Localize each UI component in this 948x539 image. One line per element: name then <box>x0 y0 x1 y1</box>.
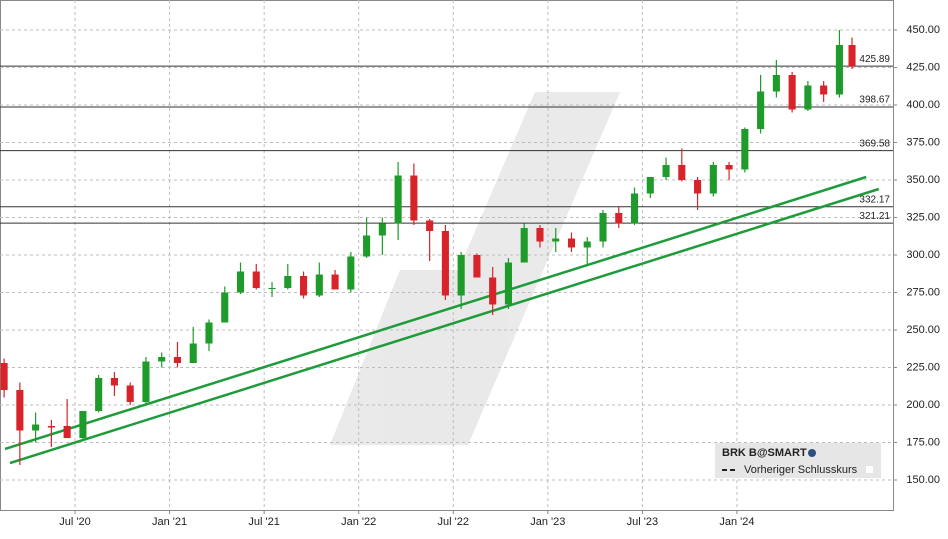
candle-body <box>662 165 670 177</box>
candle-body <box>189 343 197 363</box>
candle-body <box>0 363 8 390</box>
y-tick-label: 175.00 <box>906 436 940 448</box>
candle-body <box>110 378 118 386</box>
candle-body <box>363 235 371 257</box>
candle-body <box>504 262 512 305</box>
candle-body <box>47 426 55 428</box>
y-tick-label: 450.00 <box>906 24 940 36</box>
candle-body <box>646 177 654 194</box>
legend-symbol: BRK B@SMART <box>722 447 807 459</box>
candle-body <box>95 378 103 411</box>
candle-body <box>315 274 323 296</box>
candle-body <box>489 277 497 305</box>
candle-body <box>426 220 434 231</box>
candle-body <box>757 91 765 129</box>
candle-body <box>804 85 812 110</box>
y-tick-label: 200.00 <box>906 399 940 411</box>
candle-body <box>126 385 134 402</box>
candle-body <box>520 228 528 263</box>
candle-body <box>63 426 71 438</box>
y-tick-label: 250.00 <box>906 324 940 336</box>
candle-body <box>788 75 796 110</box>
candle-body <box>16 390 24 431</box>
x-tick-label: Jan '21 <box>152 516 187 528</box>
y-tick-label: 400.00 <box>906 99 940 111</box>
x-tick-label: Jul '20 <box>59 516 90 528</box>
candle-body <box>567 238 576 248</box>
y-tick-label: 375.00 <box>906 136 940 148</box>
trendline <box>9 187 880 465</box>
candle-body <box>347 256 355 290</box>
trendline <box>4 175 867 451</box>
candle-body <box>268 288 276 289</box>
candle-body <box>678 165 686 180</box>
candle-body <box>284 276 292 288</box>
level-label: 425.89 <box>859 54 890 65</box>
candle-body <box>394 175 402 224</box>
x-tick-label: Jul '22 <box>438 516 469 528</box>
candle-body <box>725 165 733 170</box>
y-tick-label: 300.00 <box>906 249 940 261</box>
x-tick-label: Jan '23 <box>530 516 565 528</box>
level-label: 398.67 <box>859 95 890 106</box>
level-label: 321.21 <box>859 211 890 222</box>
y-tick-label: 425.00 <box>906 61 940 73</box>
candle-body <box>331 274 339 290</box>
candle-body <box>205 322 213 344</box>
x-tick-label: Jul '23 <box>627 516 658 528</box>
candle-body <box>473 255 481 278</box>
candle-body <box>630 193 639 224</box>
x-tick-label: Jan '22 <box>341 516 376 528</box>
legend-box <box>715 443 881 478</box>
legend-swatch <box>866 466 873 473</box>
y-tick-label: 150.00 <box>906 474 940 486</box>
candle-body <box>300 276 308 296</box>
candle-body <box>741 129 749 170</box>
candle-body <box>252 271 260 288</box>
candle-body <box>694 180 702 194</box>
candle-body <box>820 85 828 95</box>
legend-previous-close: Vorheriger Schlusskurs <box>744 464 858 476</box>
level-label: 332.17 <box>859 194 890 205</box>
candle-body <box>772 75 780 92</box>
legend-icon <box>808 449 816 457</box>
candle-body <box>142 361 150 402</box>
candle-body <box>552 238 560 242</box>
candle-body <box>536 228 544 242</box>
candle-body <box>848 45 856 67</box>
y-tick-label: 325.00 <box>906 211 940 223</box>
x-tick-label: Jan '24 <box>719 516 754 528</box>
y-tick-label: 350.00 <box>906 174 940 186</box>
candle-body <box>835 45 843 95</box>
candle-body <box>79 411 87 438</box>
y-tick-label: 275.00 <box>906 286 940 298</box>
candle-body <box>599 213 607 242</box>
candle-body <box>32 424 40 431</box>
candle-body <box>709 165 717 194</box>
candle-body <box>441 231 449 296</box>
candle-body <box>615 213 623 224</box>
candle-body <box>457 255 465 296</box>
candle-body <box>583 241 591 248</box>
y-tick-label: 225.00 <box>906 361 940 373</box>
candle-body <box>236 271 245 293</box>
x-tick-label: Jul '21 <box>248 516 279 528</box>
candle-body <box>158 357 166 362</box>
candle-body <box>173 357 182 363</box>
candle-body <box>221 292 229 323</box>
candle-body <box>378 223 386 236</box>
candle-body <box>410 175 418 221</box>
legend: BRK B@SMART Vorheriger Schlusskurs <box>715 443 881 478</box>
level-label: 369.58 <box>859 138 890 149</box>
